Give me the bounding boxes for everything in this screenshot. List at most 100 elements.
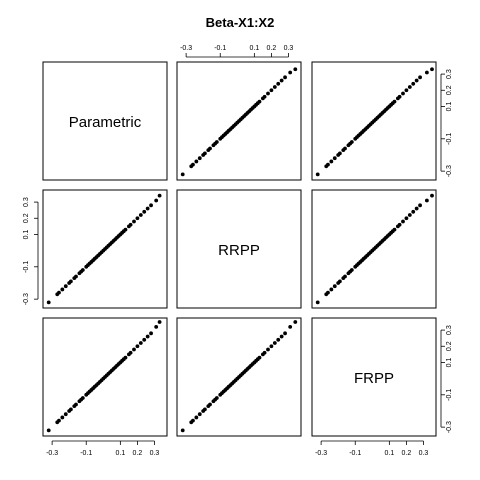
tick-label: 0.1: [115, 450, 125, 457]
scatter-point: [257, 99, 262, 104]
panel-frame: [176, 317, 302, 437]
chart-title: Beta-X1:X2: [206, 15, 275, 30]
axes: -0.3 -0.1 0.1 0.2 0.3-0.3 -0.1 0.1 0.2 0.3 -0.3 -0…: [23, 45, 453, 457]
scatter-point: [157, 193, 162, 198]
bottom-axis-col1: -0.3 -0.1 0.1 0.2 0.3: [46, 440, 159, 457]
tick-label: -0.3: [23, 293, 30, 305]
scatter-point: [145, 206, 150, 211]
scatter-point: [315, 172, 320, 177]
tick-label: -0.3: [446, 421, 453, 433]
panel-frame: [42, 317, 168, 437]
scatter-point: [142, 209, 147, 214]
scatter-point: [272, 85, 277, 89]
scatter-point: [276, 337, 281, 342]
scatter-point: [202, 407, 207, 412]
scatter-point: [397, 222, 402, 227]
scatter-point: [337, 279, 342, 284]
tick-label: -0.1: [214, 45, 226, 52]
scatter-point: [149, 203, 153, 208]
scatter-point: [57, 418, 61, 423]
scatter-point: [288, 324, 293, 329]
scatter-point: [80, 396, 85, 400]
scatter-point: [332, 284, 337, 289]
tick-label: 0.1: [249, 45, 259, 52]
scatter-point: [404, 216, 409, 221]
scatter-point: [293, 320, 298, 324]
scatter-point: [349, 268, 354, 272]
scatter-point: [180, 428, 185, 433]
scatter-point: [326, 290, 330, 295]
panel-grid: Parametric RRPP FRPP: [42, 61, 437, 437]
panel-frame: [176, 189, 302, 309]
scatter-point: [74, 402, 78, 407]
scatter-point: [135, 216, 140, 221]
scatter-point: [424, 70, 429, 75]
panel-parametric-vs-parametric: Parametric: [42, 61, 168, 181]
scatter-point: [401, 219, 405, 224]
scatter-point: [46, 428, 51, 433]
scatter-point: [404, 88, 409, 93]
scatter-point: [208, 402, 212, 407]
scatter-point: [293, 67, 298, 72]
panel-parametric-vs-rrpp: [176, 61, 302, 181]
scatter-point: [266, 91, 270, 96]
scatter-point: [194, 159, 199, 164]
scatter-point: [132, 219, 136, 224]
scatter-point: [288, 70, 293, 75]
scatter-point: [329, 159, 334, 164]
scatter-point: [68, 407, 73, 412]
panel-frame: [311, 317, 437, 437]
top-axis-col2: -0.3 -0.1 0.1 0.2 0.3: [180, 45, 294, 58]
scatter-point: [326, 162, 330, 167]
scatter-point: [262, 350, 267, 355]
tick-label: -0.3: [180, 45, 192, 52]
scatter-point: [276, 81, 281, 86]
scatter-point: [180, 172, 185, 177]
scatter-point: [128, 350, 133, 355]
scatter-point: [414, 78, 419, 83]
right-axis-row1: -0.3 -0.1 0.1 0.2 0.3: [440, 69, 453, 177]
scatter-point: [63, 284, 68, 289]
tick-label: 0.2: [133, 450, 143, 457]
scatter-point: [411, 81, 416, 86]
tick-label: 0.2: [23, 213, 30, 223]
scatter-point: [283, 331, 287, 336]
scatter-point: [269, 88, 274, 93]
tick-label: -0.1: [23, 261, 30, 273]
scatter-point: [60, 415, 65, 420]
tick-label: 0.3: [284, 45, 294, 52]
tick-label: 0.2: [446, 85, 453, 95]
diagonal-label-parametric: Parametric: [69, 114, 142, 131]
panel-frpp-vs-parametric: [42, 317, 168, 437]
scatter-point: [418, 75, 422, 80]
scatter-point: [214, 396, 219, 400]
scatter-point: [279, 78, 284, 83]
scatter-point: [407, 85, 412, 89]
scatter-point: [392, 99, 397, 104]
right-axis-row3: -0.3 -0.1 0.1 0.2 0.3: [440, 325, 453, 433]
scatter-point: [262, 94, 267, 99]
scatter-point: [60, 287, 65, 292]
panel-frame: [42, 189, 168, 309]
tick-label: -0.1: [349, 450, 361, 457]
panel-rrpp-vs-frpp: [311, 189, 437, 309]
scatter-point: [279, 334, 284, 339]
scatter-point: [63, 412, 68, 417]
panel-rrpp-vs-rrpp: RRPP: [176, 189, 302, 309]
panel-rrpp-vs-parametric: [42, 189, 168, 309]
panel-frpp-vs-frpp: FRPP: [311, 317, 437, 437]
scatter-point: [430, 67, 434, 72]
scatter-point: [283, 75, 287, 80]
scatter-point: [214, 140, 219, 144]
left-axis-row2: -0.3 -0.1 0.1 0.2 0.3: [23, 197, 39, 305]
scatter-point: [145, 334, 150, 339]
scatter-point: [392, 227, 397, 232]
scatter-point: [329, 287, 334, 292]
scatter-point: [138, 213, 143, 217]
scatter-point: [332, 156, 337, 161]
scatter-point: [397, 94, 402, 99]
scatter-point: [208, 146, 212, 151]
tick-label: -0.1: [80, 450, 92, 457]
scatter-point: [315, 300, 320, 305]
panel-frame: [311, 189, 437, 309]
